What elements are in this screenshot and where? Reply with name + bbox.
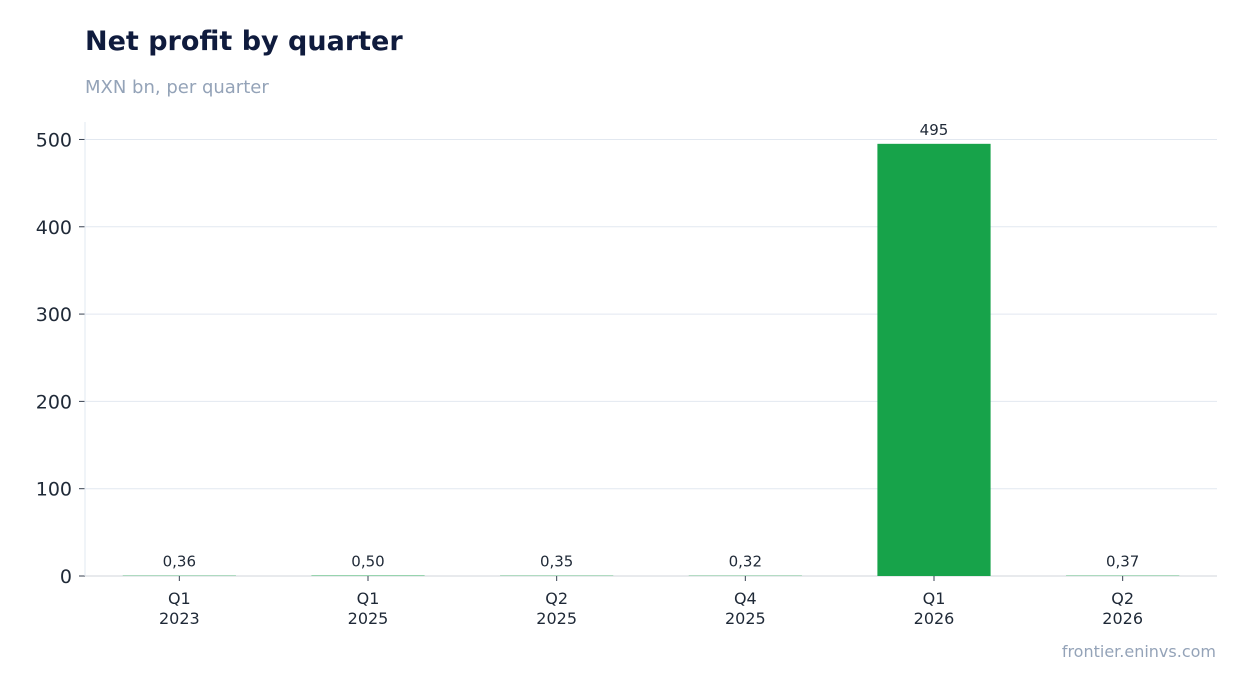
y-tick-label: 200 <box>36 391 72 413</box>
y-tick-label: 300 <box>36 304 72 326</box>
x-tick-label: Q1 <box>923 589 946 608</box>
data-label: 0,50 <box>351 553 384 571</box>
x-tick-label: Q4 <box>734 589 757 608</box>
data-label: 0,35 <box>540 553 573 571</box>
x-tick-label: Q2 <box>545 589 568 608</box>
x-tick-label: Q2 <box>1111 589 1134 608</box>
x-tick-label: Q1 <box>168 589 191 608</box>
x-tick-label: Q1 <box>357 589 380 608</box>
x-tick-label: 2023 <box>159 609 200 628</box>
y-tick-label: 500 <box>36 129 72 151</box>
data-label: 495 <box>920 121 949 139</box>
data-label: 0,37 <box>1106 553 1139 571</box>
x-tick-label: 2025 <box>536 609 577 628</box>
data-label: 0,32 <box>729 553 762 571</box>
y-tick-label: 0 <box>60 566 72 588</box>
x-tick-label: 2025 <box>725 609 766 628</box>
data-label: 0,36 <box>163 553 196 571</box>
source-credit: frontier.eninvs.com <box>1061 642 1216 661</box>
x-tick-label: 2026 <box>1102 609 1143 628</box>
bar <box>877 143 991 577</box>
x-tick-label: 2025 <box>348 609 389 628</box>
chart-title: Net profit by quarter <box>85 26 403 57</box>
y-tick-label: 400 <box>36 217 72 239</box>
chart-subtitle: MXN bn, per quarter <box>85 77 269 98</box>
x-tick-label: 2026 <box>914 609 955 628</box>
y-tick-label: 100 <box>36 479 72 501</box>
